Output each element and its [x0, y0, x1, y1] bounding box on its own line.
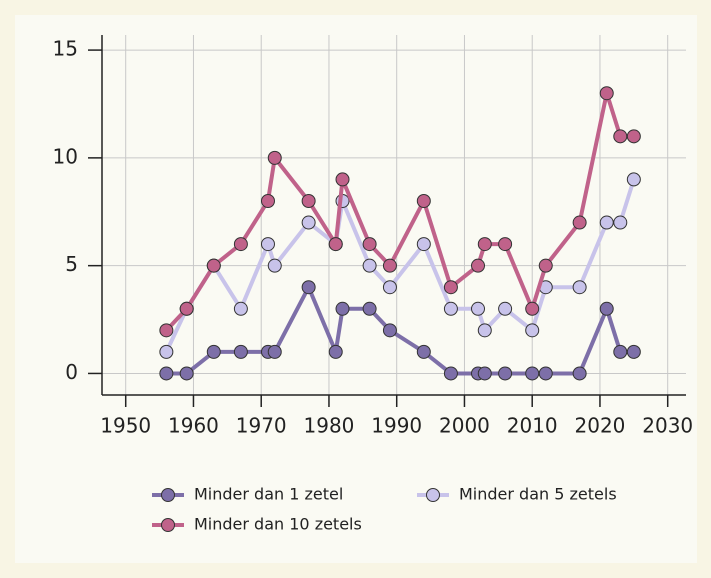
point — [328, 344, 343, 359]
x-tick-label: 1980 — [304, 414, 355, 438]
point — [613, 215, 628, 230]
point — [179, 366, 194, 381]
point — [382, 323, 397, 338]
x-tick-label: 1960 — [168, 414, 219, 438]
point — [233, 344, 248, 359]
series-line — [166, 285, 634, 376]
point — [477, 237, 492, 252]
point — [206, 344, 221, 359]
point — [498, 301, 513, 316]
point — [362, 258, 377, 273]
point — [599, 215, 614, 230]
legend-marker — [161, 518, 175, 532]
point — [260, 193, 275, 208]
point — [477, 366, 492, 381]
point — [498, 237, 513, 252]
point — [159, 366, 174, 381]
point — [525, 323, 540, 338]
point — [206, 258, 221, 273]
point — [267, 344, 282, 359]
point — [525, 366, 540, 381]
point — [599, 301, 614, 316]
y-tick-label: 5 — [65, 252, 78, 276]
y-tick-label: 0 — [65, 360, 78, 384]
point — [538, 366, 553, 381]
point — [159, 344, 174, 359]
point — [416, 237, 431, 252]
point — [443, 280, 458, 295]
x-tick-label: 1950 — [100, 414, 151, 438]
x-tick-label: 2010 — [507, 414, 558, 438]
point — [362, 301, 377, 316]
point — [416, 344, 431, 359]
x-tick-label: 1970 — [236, 414, 287, 438]
point — [301, 193, 316, 208]
point — [267, 258, 282, 273]
point — [613, 344, 628, 359]
y-tick-label: 15 — [53, 37, 78, 61]
point — [477, 323, 492, 338]
point — [159, 323, 174, 338]
x-tick-label: 2020 — [575, 414, 626, 438]
point — [443, 301, 458, 316]
point — [572, 215, 587, 230]
point — [498, 366, 513, 381]
point — [471, 301, 486, 316]
point — [260, 237, 275, 252]
x-tick-label: 2030 — [642, 414, 693, 438]
panel — [15, 15, 697, 563]
point — [328, 237, 343, 252]
point — [416, 193, 431, 208]
point — [335, 172, 350, 187]
point — [301, 215, 316, 230]
point — [443, 366, 458, 381]
series-line — [164, 178, 636, 353]
point — [233, 237, 248, 252]
legend-label: Minder dan 1 zetel — [194, 485, 343, 504]
point — [382, 258, 397, 273]
point — [538, 258, 553, 273]
legend-label: Minder dan 5 zetels — [459, 485, 617, 504]
point — [599, 86, 614, 101]
point — [626, 344, 641, 359]
point — [301, 280, 316, 295]
point — [335, 301, 350, 316]
legend-label: Minder dan 10 zetels — [194, 515, 362, 534]
y-tick-label: 10 — [53, 144, 78, 168]
series-line — [164, 91, 634, 332]
legend-marker — [426, 488, 440, 502]
point — [626, 172, 641, 187]
x-tick-label: 1990 — [371, 414, 422, 438]
point — [626, 129, 641, 144]
point — [362, 237, 377, 252]
point — [572, 366, 587, 381]
point — [572, 280, 587, 295]
x-tick-label: 2000 — [439, 414, 490, 438]
point — [233, 301, 248, 316]
point — [471, 258, 486, 273]
point — [525, 301, 540, 316]
point — [179, 301, 194, 316]
legend-marker — [161, 488, 175, 502]
point — [267, 150, 282, 165]
point — [382, 280, 397, 295]
point — [613, 129, 628, 144]
